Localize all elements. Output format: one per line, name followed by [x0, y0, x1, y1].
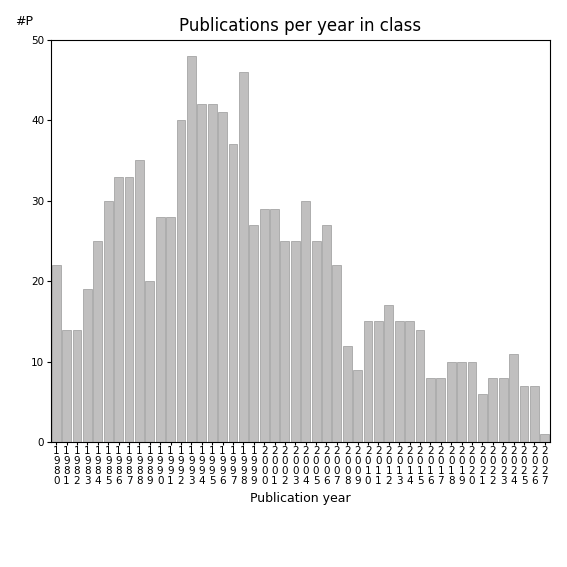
Bar	[457, 362, 466, 442]
Bar	[395, 321, 404, 442]
Bar	[405, 321, 414, 442]
Title: Publications per year in class: Publications per year in class	[179, 18, 422, 35]
Bar	[519, 386, 528, 442]
Bar	[301, 201, 310, 442]
Bar	[156, 217, 164, 442]
Bar	[363, 321, 373, 442]
Bar	[83, 289, 92, 442]
Bar	[270, 209, 279, 442]
Bar	[208, 104, 217, 442]
Bar	[229, 145, 238, 442]
Bar	[499, 378, 507, 442]
Bar	[478, 394, 487, 442]
Bar	[62, 329, 71, 442]
Bar	[135, 160, 144, 442]
Bar	[291, 241, 300, 442]
Bar	[416, 329, 425, 442]
Bar	[125, 176, 133, 442]
Bar	[488, 378, 497, 442]
Bar	[176, 120, 185, 442]
Bar	[447, 362, 456, 442]
Bar	[343, 346, 352, 442]
Bar	[52, 265, 61, 442]
Bar	[94, 241, 102, 442]
Bar	[73, 329, 82, 442]
Bar	[114, 176, 123, 442]
Y-axis label: #P: #P	[15, 15, 32, 28]
Bar	[509, 354, 518, 442]
Bar	[239, 72, 248, 442]
Bar	[332, 265, 341, 442]
Bar	[384, 306, 393, 442]
Bar	[187, 56, 196, 442]
Bar	[468, 362, 476, 442]
Bar	[197, 104, 206, 442]
X-axis label: Publication year: Publication year	[250, 492, 351, 505]
Bar	[312, 241, 320, 442]
Bar	[540, 434, 549, 442]
Bar	[281, 241, 289, 442]
Bar	[426, 378, 435, 442]
Bar	[218, 112, 227, 442]
Bar	[530, 386, 539, 442]
Bar	[104, 201, 113, 442]
Bar	[322, 225, 331, 442]
Bar	[374, 321, 383, 442]
Bar	[166, 217, 175, 442]
Bar	[249, 225, 258, 442]
Bar	[145, 281, 154, 442]
Bar	[353, 370, 362, 442]
Bar	[437, 378, 445, 442]
Bar	[260, 209, 269, 442]
